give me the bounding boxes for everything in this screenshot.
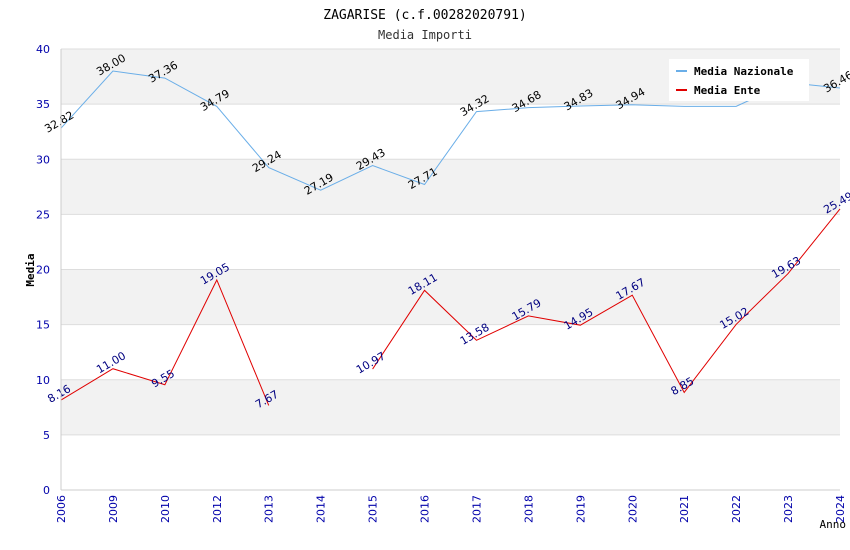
x-tick-label: 2019 (574, 495, 587, 523)
y-tick-label: 20 (36, 264, 50, 277)
x-tick-label: 2016 (419, 495, 432, 523)
legend: Media Nazionale Media Ente (669, 59, 809, 101)
x-tick-label: 2013 (263, 495, 276, 523)
x-tick-label: 2022 (730, 495, 743, 523)
series-line-media-ente (60, 278, 270, 406)
x-tick-label: 2009 (107, 495, 120, 523)
x-tick-label: 2012 (211, 495, 224, 523)
x-axis-label: Anno (820, 518, 847, 531)
plot-bands (61, 49, 840, 490)
y-tick-label: 10 (36, 374, 50, 387)
axes: 0 5 10 15 20 25 30 35 40 2006 2009 2010 2012 2013 2014… (36, 43, 847, 523)
plot-band (61, 159, 840, 215)
legend-label: Media Ente (694, 84, 761, 97)
plot-band (61, 104, 840, 160)
chart-title: ZAGARISE (c.f.00282020791) (323, 8, 527, 23)
y-tick-label: 30 (36, 153, 50, 166)
x-tick-label: 2018 (522, 495, 535, 523)
x-tick-label: 2014 (315, 495, 328, 523)
plot-band (61, 214, 840, 270)
x-tick-label: 2017 (470, 495, 483, 523)
y-tick-label: 35 (36, 98, 50, 111)
x-tick-label: 2020 (626, 495, 639, 523)
x-tick-label: 2021 (678, 495, 691, 523)
legend-label: Media Nazionale (694, 65, 794, 78)
x-tick-label: 2015 (367, 495, 380, 523)
y-tick-label: 5 (43, 429, 50, 442)
x-tick-label: 2024 (834, 495, 847, 523)
plot-band (61, 434, 840, 490)
series-lines (60, 70, 841, 406)
plot-band (61, 379, 840, 435)
y-tick-label: 25 (36, 208, 50, 221)
y-axis-label: Media (24, 253, 37, 286)
y-tick-label: 15 (36, 319, 50, 332)
series-line-media-ente (372, 208, 841, 394)
y-tick-label: 0 (43, 484, 50, 497)
plot-band (61, 324, 840, 380)
chart-subtitle: Media Importi (378, 28, 472, 42)
series-line-media-nazionale (60, 70, 841, 191)
legend-box (669, 59, 809, 101)
x-tick-label: 2010 (159, 495, 172, 523)
x-tick-label: 2023 (782, 495, 795, 523)
y-tick-label: 40 (36, 43, 50, 56)
x-tick-label: 2006 (55, 495, 68, 523)
